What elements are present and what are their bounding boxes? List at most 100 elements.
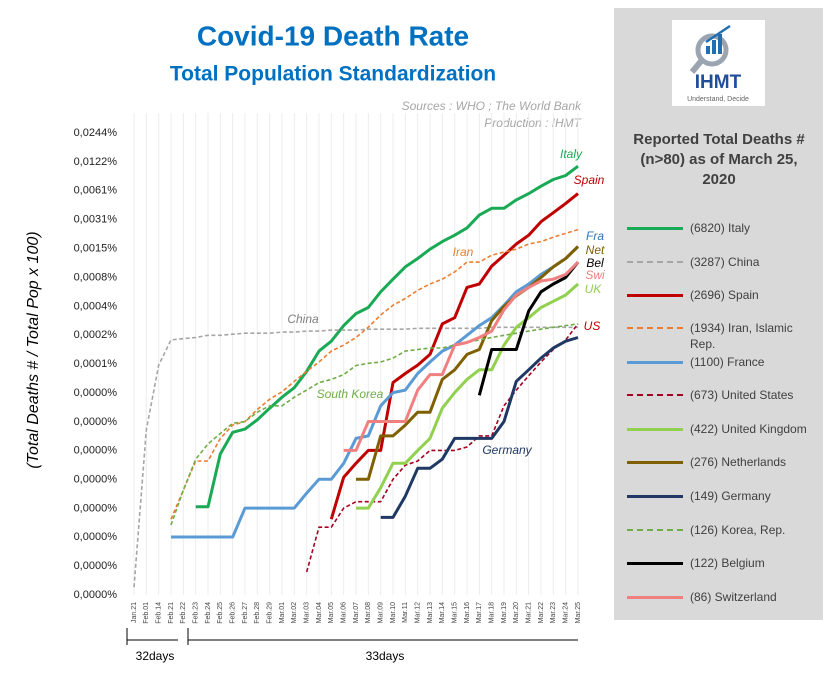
y-tick-label: 0,0000% bbox=[74, 416, 118, 428]
legend-label: (673) United States bbox=[690, 388, 794, 402]
legend-swatch bbox=[627, 261, 683, 263]
legend-swatch bbox=[627, 294, 683, 297]
legend-swatch bbox=[627, 361, 683, 364]
x-tick-label: Mar.20 bbox=[513, 602, 520, 624]
series-line bbox=[329, 192, 579, 520]
legend-label: (276) Netherlands bbox=[690, 455, 787, 469]
sources: Sources : WHO ; The World Bank bbox=[402, 99, 582, 113]
line-annotation: UK bbox=[585, 282, 603, 296]
line-annotation: South Korea bbox=[317, 387, 384, 401]
line-annotation: Fra bbox=[586, 229, 604, 243]
logo-text: IHMT bbox=[695, 72, 742, 93]
series-line bbox=[356, 245, 580, 481]
x-tick-label: Mar.04 bbox=[316, 602, 323, 624]
series-line bbox=[343, 261, 580, 452]
legend-label: (86) Switzerland bbox=[690, 590, 777, 604]
x-tick-label: Feb.27 bbox=[242, 602, 249, 624]
legend-label: (122) Belgium bbox=[690, 556, 765, 570]
y-tick-label: 0,0015% bbox=[74, 242, 118, 254]
legend-swatch bbox=[627, 461, 683, 464]
x-tick-label: Mar.24 bbox=[563, 602, 570, 624]
legend-panel: IHMT Understand, Decide Reported Total D… bbox=[614, 8, 823, 620]
x-tick-label: Mar.16 bbox=[464, 602, 471, 624]
x-tick-label: Mar.13 bbox=[427, 602, 434, 624]
x-tick-label: Mar.06 bbox=[341, 602, 348, 624]
line-annotation: Spain bbox=[574, 173, 605, 187]
x-tick-label: Mar.17 bbox=[476, 602, 483, 624]
y-tick-label: 0,0244% bbox=[74, 127, 118, 139]
x-tick-label: Mar.10 bbox=[390, 602, 397, 624]
x-tick-label: Mar.02 bbox=[291, 602, 298, 624]
series-line bbox=[133, 326, 578, 588]
legend-title: Reported Total Deaths # (n>80) as of Mar… bbox=[633, 131, 805, 188]
legend-label: (126) Korea, Rep. bbox=[690, 523, 786, 537]
line-annotation: US bbox=[584, 319, 601, 333]
x-tick-label: Mar.23 bbox=[550, 602, 557, 624]
legend-label: (2696) Spain bbox=[690, 288, 759, 302]
logo: IHMT Understand, Decide bbox=[672, 20, 765, 106]
legend-swatch bbox=[627, 596, 683, 599]
line-annotation: Bel bbox=[586, 256, 604, 270]
y-tick-label: 0,0000% bbox=[74, 502, 118, 514]
legend-label: (422) United Kingdom bbox=[690, 422, 807, 436]
legend-swatch bbox=[627, 529, 683, 531]
legend-swatch bbox=[627, 227, 683, 230]
x-tick-label: Mar.05 bbox=[328, 602, 335, 624]
logo-tagline: Understand, Decide bbox=[687, 96, 749, 103]
y-tick-label: 0,0000% bbox=[74, 387, 118, 399]
x-tick-label: Mar.12 bbox=[415, 602, 422, 624]
x-tick-label: Feb.25 bbox=[217, 602, 224, 624]
legend-label: (1100) France bbox=[690, 355, 765, 369]
legend-label: (149) Germany bbox=[690, 489, 771, 503]
period-bracket bbox=[126, 628, 578, 645]
x-tick-label: Jan.21 bbox=[131, 602, 138, 623]
series-line bbox=[170, 228, 579, 520]
x-tick-label: Mar.01 bbox=[279, 602, 286, 624]
y-tick-label: 0,0000% bbox=[74, 445, 118, 457]
y-tick-label: 0,0000% bbox=[74, 589, 118, 601]
legend-swatch bbox=[627, 495, 683, 498]
production: Production : IHMT bbox=[484, 116, 582, 130]
y-tick-label: 0,0000% bbox=[74, 560, 118, 572]
line-annotation: Italy bbox=[560, 147, 583, 161]
x-tick-label: Feb.21 bbox=[168, 602, 175, 624]
x-tick-label: Mar.09 bbox=[378, 602, 385, 624]
legend-label: (3287) China bbox=[690, 255, 760, 269]
y-tick-label: 0,0001% bbox=[74, 358, 118, 370]
line-annotation: Net bbox=[586, 243, 605, 257]
legend-swatch bbox=[627, 327, 683, 329]
legend-swatch bbox=[627, 394, 683, 396]
x-tick-label: Mar.14 bbox=[439, 602, 446, 624]
chart-title: Covid-19 Death Rate bbox=[197, 20, 469, 51]
x-tick-label: Feb.23 bbox=[193, 602, 200, 624]
period-label: 33days bbox=[366, 649, 405, 663]
x-tick-label: Mar.07 bbox=[353, 602, 360, 624]
x-tick-label: Feb.24 bbox=[205, 602, 212, 624]
x-tick-label: Feb.01 bbox=[143, 602, 150, 624]
y-tick-label: 0,0000% bbox=[74, 531, 118, 543]
x-tick-label: Mar.15 bbox=[452, 602, 459, 624]
series-line bbox=[356, 282, 579, 510]
y-tick-label: 0,0002% bbox=[74, 329, 118, 341]
line-annotation: China bbox=[287, 312, 319, 326]
period-label: 32days bbox=[136, 649, 175, 663]
x-tick-label: Mar.08 bbox=[365, 602, 372, 624]
x-tick-label: Mar.19 bbox=[501, 602, 508, 624]
y-tick-label: 0,0004% bbox=[74, 300, 118, 312]
legend-swatch bbox=[627, 562, 683, 565]
x-tick-label: Mar.11 bbox=[402, 602, 409, 623]
y-tick-label: 0,0122% bbox=[74, 156, 118, 168]
legend-swatch bbox=[627, 428, 683, 431]
x-tick-label: Feb.14 bbox=[156, 602, 163, 624]
series-line bbox=[477, 261, 580, 396]
y-tick-label: 0,0000% bbox=[74, 473, 118, 485]
x-tick-label: Mar.25 bbox=[575, 602, 582, 624]
line-annotation: Swi bbox=[585, 268, 605, 282]
x-tick-label: Mar.22 bbox=[538, 602, 545, 624]
series-line bbox=[195, 165, 579, 509]
x-tick-label: Feb.26 bbox=[230, 602, 237, 624]
x-tick-label: Mar.18 bbox=[489, 602, 496, 624]
line-annotation: Iran bbox=[453, 245, 474, 259]
y-tick-label: 0,0008% bbox=[74, 271, 118, 283]
